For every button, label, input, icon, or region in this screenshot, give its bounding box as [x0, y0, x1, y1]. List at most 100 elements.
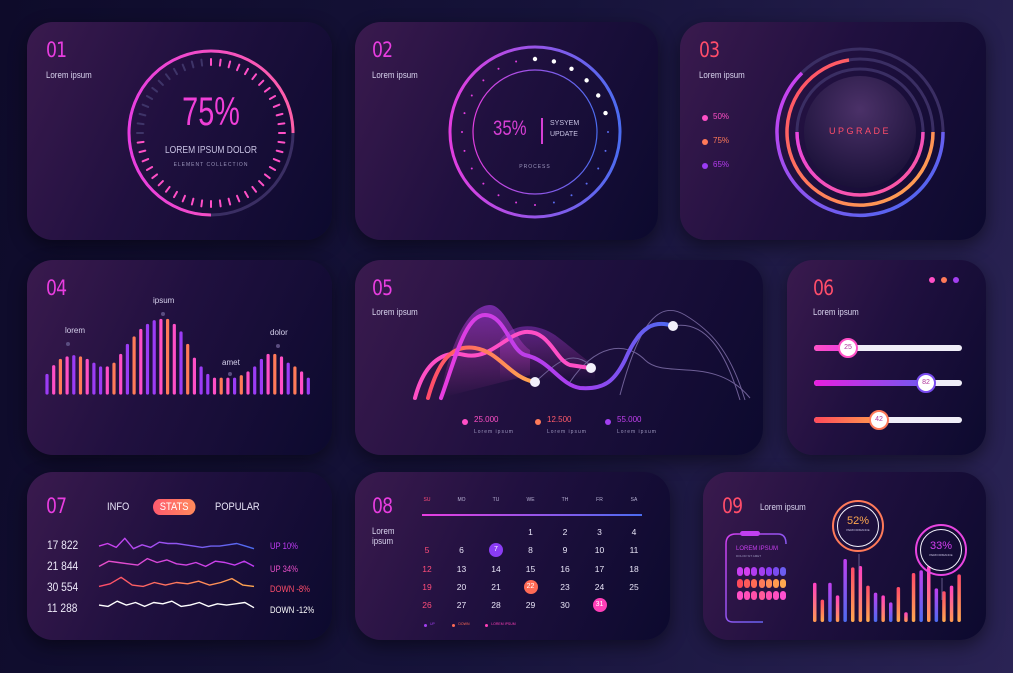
panel-subtitle: Lorem ipsum — [760, 502, 806, 512]
tab-stats[interactable]: STATS — [153, 499, 196, 515]
calendar-day[interactable]: 25 — [629, 581, 639, 592]
weekday-label: SU — [423, 497, 431, 503]
calendar-day[interactable]: 20 — [456, 581, 467, 592]
panel-07-stats: 07 INFO STATS POPULAR 17 822 UP 10% 21 8… — [27, 472, 332, 640]
panel-subtitle-2: ipsum — [372, 536, 394, 546]
calendar-day[interactable]: 17 — [594, 563, 605, 574]
pill-cell — [744, 579, 751, 588]
pill-cell — [765, 579, 772, 588]
slider-track[interactable] — [814, 345, 962, 351]
calendar-day[interactable]: 13 — [456, 563, 467, 574]
pill-cell — [737, 567, 743, 576]
panel-01-gauge: 01 Lorem ipsum 75% LOREM IPSUM DOLOR ELE… — [27, 22, 332, 240]
legend-dot-icon — [452, 624, 456, 627]
process-ring — [448, 45, 622, 219]
calendar-day[interactable]: 29 — [525, 600, 536, 611]
calendar-day[interactable]: 7 — [489, 543, 503, 558]
calendar-day[interactable]: 4 — [631, 527, 637, 537]
upgrade-label: UPGRADE — [828, 126, 891, 136]
kpi-ring-2 — [915, 524, 967, 576]
pill-cell — [780, 579, 787, 588]
calendar-day[interactable]: 5 — [424, 545, 430, 556]
calendar-day[interactable]: 1 — [528, 527, 533, 537]
calendar-day[interactable]: 15 — [525, 563, 536, 574]
panel-number: 05 — [372, 276, 393, 300]
calendar-day[interactable]: 26 — [422, 600, 432, 611]
calendar-day[interactable]: 30 — [560, 600, 570, 611]
legend-dot-icon — [535, 419, 541, 425]
legend-value: 25.000 — [474, 415, 499, 424]
process-label-2: UPDATE — [550, 131, 578, 138]
legend-dot-icon — [702, 139, 708, 145]
panel-subtitle: Lorem ipsum — [813, 307, 859, 317]
calendar-day[interactable]: 19 — [422, 581, 432, 592]
calendar-day[interactable]: 10 — [594, 545, 605, 556]
calendar-day[interactable]: 31 — [592, 598, 607, 613]
gauge-value: 75% — [182, 90, 240, 134]
calendar-day[interactable]: 27 — [456, 600, 467, 611]
panel-number: 06 — [813, 276, 834, 300]
calendar-day[interactable]: 2 — [562, 527, 568, 537]
kpi-caption-1: PERFORMANCE — [846, 528, 870, 532]
tab-popular[interactable]: POPULAR — [215, 501, 260, 513]
calendar-day[interactable]: 8 — [528, 545, 533, 556]
slider-handle[interactable]: 82 — [916, 373, 936, 393]
process-label-1: SYSYEM — [550, 120, 580, 127]
wave-bar-chart — [45, 312, 310, 395]
gauge-ring — [127, 49, 295, 217]
pill-cell — [737, 579, 743, 588]
performance-bar-chart — [813, 554, 961, 622]
legend-label: LOREM IPSUM — [491, 622, 516, 626]
stat-trend: UP 10% — [270, 541, 298, 551]
legend-caption: Lorem ipsum — [617, 429, 657, 435]
sparklines — [98, 537, 255, 609]
calendar-day[interactable]: 12 — [422, 563, 432, 574]
legend-label: 65% — [713, 160, 730, 169]
calendar-day[interactable]: 21 — [491, 581, 501, 592]
pill-cell — [780, 567, 787, 576]
legend-label: 50% — [713, 112, 730, 121]
calendar-day[interactable]: 22 — [523, 579, 538, 594]
panel-03-upgrade: 03 Lorem ipsum 50% 75% 65% UPGRADE — [680, 22, 986, 240]
legend-label: 75% — [713, 136, 730, 145]
calendar-day[interactable]: 14 — [491, 563, 501, 574]
calendar-day[interactable]: 28 — [491, 600, 501, 611]
calendar-day[interactable]: 16 — [560, 563, 570, 574]
pill-cell — [765, 567, 772, 576]
legend-dot-icon — [424, 624, 427, 627]
calendar-day[interactable]: 3 — [597, 527, 602, 537]
calendar-day[interactable]: 6 — [459, 545, 464, 556]
pill-cell — [737, 591, 743, 600]
pill-cell — [758, 567, 765, 576]
panel-number: 03 — [699, 38, 720, 62]
pill-cell — [744, 591, 751, 600]
calendar-day[interactable]: 18 — [629, 563, 639, 574]
card-title: LOREM IPSUM — [736, 546, 779, 552]
legend-caption: Lorem ipsum — [547, 429, 587, 435]
panel-06-sliders: 06 Lorem ipsum 25 82 42 — [787, 260, 986, 455]
calendar-day[interactable]: 9 — [562, 545, 568, 556]
slider-handle[interactable]: 25 — [838, 338, 858, 358]
panel-number: 07 — [46, 494, 67, 518]
panel-number: 02 — [372, 38, 393, 62]
stat-trend: DOWN -12% — [270, 605, 315, 615]
panel-09-performance: 09 Lorem ipsum LOREM IPSUM DOLOR SIT AME… — [703, 472, 986, 640]
legend-dot-icon — [485, 624, 489, 627]
stat-trend: DOWN -8% — [270, 584, 310, 594]
calendar-day[interactable]: 24 — [594, 581, 605, 592]
tab-info[interactable]: INFO — [107, 501, 130, 513]
panel-subtitle: Lorem ipsum — [372, 70, 418, 80]
annotation-ipsum: ipsum — [153, 296, 175, 305]
panel-02-process: 02 Lorem ipsum 35% SYSYEM UPDATE PROCESS — [355, 22, 658, 240]
panel-04-bar-chart: 04 lorem ipsum amet dolor — [27, 260, 332, 455]
kpi-ring-1 — [832, 500, 884, 552]
calendar-day[interactable]: 11 — [629, 545, 639, 556]
calendar-divider — [422, 514, 642, 516]
annotation-dolor: dolor — [270, 328, 288, 337]
pill-cell — [773, 579, 779, 588]
slider-handle[interactable]: 42 — [869, 410, 889, 430]
slider-fill — [814, 417, 879, 423]
legend-label: UP — [430, 622, 435, 626]
calendar-day[interactable]: 23 — [560, 581, 570, 592]
